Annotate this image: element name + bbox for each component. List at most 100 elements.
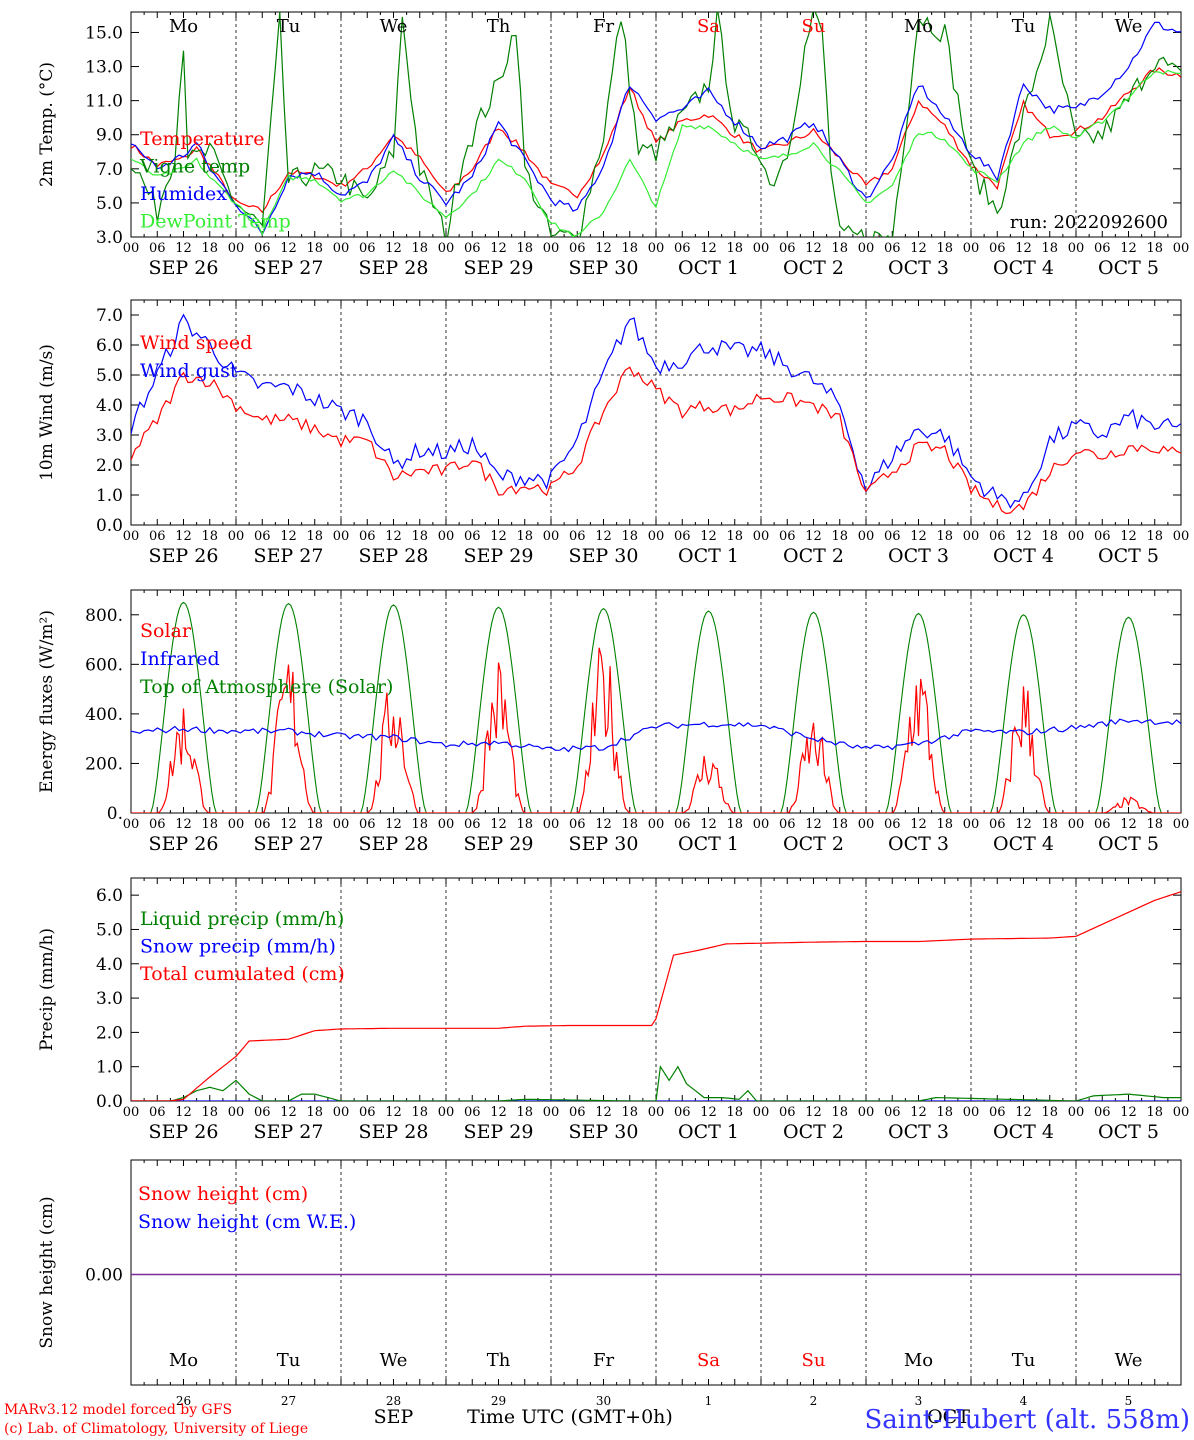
date-label: SEP 28 bbox=[359, 833, 429, 855]
hour-tick-label: 00 bbox=[648, 241, 665, 256]
hour-tick-label: 00 bbox=[1173, 817, 1190, 832]
y-tick-label: 1.0 bbox=[96, 486, 123, 506]
hour-tick-label: 18 bbox=[306, 1105, 323, 1120]
hour-tick-label: 00 bbox=[333, 817, 350, 832]
hour-tick-label: 18 bbox=[621, 529, 638, 544]
y-tick-label: 7.0 bbox=[96, 160, 123, 180]
date-label: OCT 3 bbox=[888, 833, 949, 855]
legend-humidex: Humidex bbox=[140, 183, 227, 205]
weekday-label: Sa bbox=[697, 16, 720, 37]
hour-tick-label: 18 bbox=[936, 529, 953, 544]
hour-tick-label: 00 bbox=[753, 529, 770, 544]
date-label: OCT 5 bbox=[1098, 1121, 1159, 1143]
hour-tick-label: 06 bbox=[569, 529, 586, 544]
hour-tick-label: 06 bbox=[989, 817, 1006, 832]
hour-tick-label: 00 bbox=[963, 1105, 980, 1120]
day-number-label: 30 bbox=[596, 1394, 611, 1408]
hour-tick-label: 06 bbox=[674, 529, 691, 544]
hour-tick-label: 12 bbox=[175, 529, 192, 544]
date-label: OCT 1 bbox=[678, 833, 739, 855]
y-tick-label: 0.0 bbox=[96, 516, 123, 536]
weekday-label: We bbox=[380, 16, 408, 37]
hour-tick-label: 00 bbox=[1068, 529, 1085, 544]
y-axis-label: Energy fluxes (W/m²) bbox=[37, 610, 57, 793]
hour-tick-label: 06 bbox=[464, 529, 481, 544]
y-tick-label: 5.0 bbox=[96, 920, 123, 940]
hour-tick-label: 06 bbox=[989, 529, 1006, 544]
date-label: SEP 28 bbox=[359, 545, 429, 567]
hour-tick-label: 18 bbox=[936, 241, 953, 256]
series-line-humidex bbox=[131, 21, 1181, 236]
hour-tick-label: 18 bbox=[516, 1105, 533, 1120]
hour-tick-label: 00 bbox=[963, 817, 980, 832]
series-line-top-of-atmosphere bbox=[131, 601, 1181, 813]
hour-tick-label: 06 bbox=[254, 241, 271, 256]
series-line-wind-speed bbox=[131, 366, 1181, 515]
weekday-label: Tu bbox=[277, 1350, 301, 1371]
hour-tick-label: 06 bbox=[254, 1105, 271, 1120]
weekday-label: Tu bbox=[1012, 16, 1036, 37]
hour-tick-label: 06 bbox=[359, 241, 376, 256]
hour-tick-label: 06 bbox=[779, 1105, 796, 1120]
hour-tick-label: 12 bbox=[385, 241, 402, 256]
hour-tick-label: 12 bbox=[595, 241, 612, 256]
series-line-temperature bbox=[131, 67, 1181, 214]
y-tick-label: 0. bbox=[107, 804, 123, 824]
date-label: OCT 2 bbox=[783, 545, 844, 567]
date-label: OCT 5 bbox=[1098, 545, 1159, 567]
date-label: SEP 30 bbox=[569, 1121, 639, 1143]
hour-tick-label: 18 bbox=[201, 817, 218, 832]
date-label: SEP 27 bbox=[254, 545, 324, 567]
hour-tick-label: 00 bbox=[543, 529, 560, 544]
hour-tick-label: 18 bbox=[1041, 241, 1058, 256]
hour-tick-label: 12 bbox=[1120, 817, 1137, 832]
hour-tick-label: 12 bbox=[175, 1105, 192, 1120]
y-axis-label: Precip (mm/h) bbox=[37, 928, 57, 1051]
panel-frame bbox=[130, 299, 1182, 526]
hour-tick-label: 06 bbox=[989, 1105, 1006, 1120]
legend-snow-precip-mm-h-: Snow precip (mm/h) bbox=[140, 936, 336, 958]
weekday-label: Sa bbox=[697, 1350, 720, 1371]
date-label: SEP 29 bbox=[464, 257, 534, 279]
weekday-label: We bbox=[1115, 1350, 1143, 1371]
weekday-label: Tu bbox=[1012, 1350, 1036, 1371]
date-label: OCT 2 bbox=[783, 833, 844, 855]
hour-tick-label: 18 bbox=[936, 817, 953, 832]
hour-tick-label: 12 bbox=[910, 817, 927, 832]
hour-tick-label: 18 bbox=[621, 1105, 638, 1120]
hour-tick-label: 18 bbox=[726, 1105, 743, 1120]
weekday-label: Mo bbox=[169, 1350, 198, 1371]
hour-tick-label: 12 bbox=[805, 1105, 822, 1120]
date-label: SEP 27 bbox=[254, 257, 324, 279]
date-label: SEP 28 bbox=[359, 1121, 429, 1143]
hour-tick-label: 18 bbox=[306, 529, 323, 544]
legend-wind-gust: Wind gust bbox=[140, 360, 238, 382]
y-tick-label: 400. bbox=[85, 705, 123, 725]
hour-tick-label: 12 bbox=[1015, 241, 1032, 256]
hour-tick-label: 00 bbox=[543, 1105, 560, 1120]
meteogram-panels: 00 06 12 18 00 06 12 18 00 06 12 18 00 06 12 18 00 06 12 18… bbox=[37, 11, 1190, 1428]
hour-tick-label: 18 bbox=[1041, 817, 1058, 832]
hour-tick-label: 06 bbox=[149, 529, 166, 544]
day-number-label: 27 bbox=[281, 1394, 296, 1408]
panel-4: 00 06 12 18 00 06 12 18 00 06 12 18 00 06 12 18 00 06 12 18… bbox=[37, 877, 1190, 1143]
hour-tick-label: 06 bbox=[1094, 817, 1111, 832]
series-line-total-cumulated-cm- bbox=[131, 891, 1181, 1101]
hour-tick-label: 00 bbox=[333, 241, 350, 256]
day-number-label: 5 bbox=[1125, 1394, 1133, 1408]
hour-tick-label: 00 bbox=[228, 529, 245, 544]
day-number-label: 26 bbox=[176, 1394, 191, 1408]
hour-tick-label: 12 bbox=[490, 241, 507, 256]
date-label: OCT 5 bbox=[1098, 833, 1159, 855]
hour-tick-label: 12 bbox=[910, 241, 927, 256]
legend-liquid-precip-mm-h-: Liquid precip (mm/h) bbox=[140, 908, 344, 930]
hour-tick-label: 06 bbox=[779, 241, 796, 256]
hour-tick-label: 00 bbox=[123, 241, 140, 256]
hour-tick-label: 00 bbox=[1173, 1105, 1190, 1120]
hour-tick-label: 00 bbox=[1173, 529, 1190, 544]
legend-solar: Solar bbox=[140, 620, 192, 642]
y-tick-label: 15.0 bbox=[85, 23, 123, 43]
hour-tick-label: 12 bbox=[1120, 1105, 1137, 1120]
month-label: OCT bbox=[927, 1406, 970, 1428]
hour-tick-label: 06 bbox=[149, 817, 166, 832]
